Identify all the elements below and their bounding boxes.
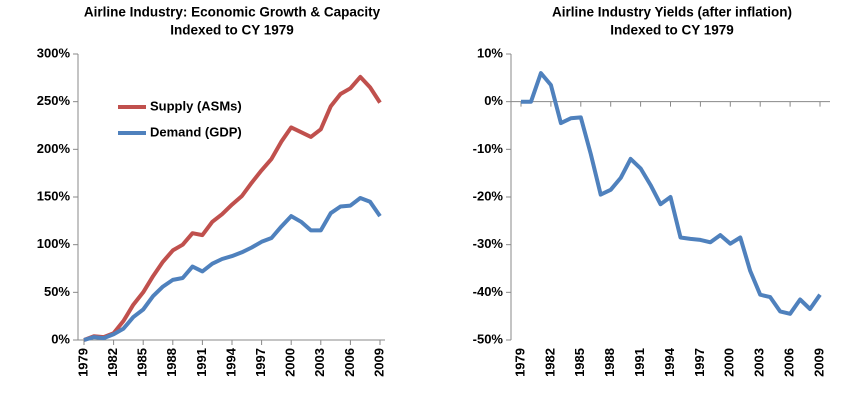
x-tick-label: 1988: [164, 348, 179, 377]
x-tick-label: 1985: [572, 348, 587, 377]
x-tick-label: 2003: [312, 348, 327, 377]
y-tick-label: -50%: [473, 331, 504, 346]
y-tick-label: 200%: [37, 141, 71, 156]
x-tick-label: 1985: [135, 348, 150, 377]
y-tick-label: -10%: [473, 141, 504, 156]
x-tick-label: 2003: [752, 348, 767, 377]
x-tick-label: 2000: [722, 348, 737, 377]
x-tick-label: 1991: [194, 348, 209, 377]
x-tick-label: 1979: [75, 348, 90, 377]
chart-title: Airline Industry: Economic Growth & Capa…: [84, 5, 381, 20]
y-tick-label: 100%: [37, 236, 71, 251]
x-tick-label: 1982: [105, 348, 120, 377]
x-tick-label: 1979: [512, 348, 527, 377]
chart-subtitle: Indexed to CY 1979: [170, 23, 294, 38]
x-tick-label: 1982: [542, 348, 557, 377]
chart-title: Airline Industry Yields (after inflation…: [552, 5, 792, 20]
x-tick-label: 1997: [692, 348, 707, 377]
x-tick-label: 1991: [632, 348, 647, 377]
x-tick-label: 1988: [602, 348, 617, 377]
y-tick-label: -20%: [473, 188, 504, 203]
y-tick-label: 300%: [37, 45, 71, 60]
chart-subtitle: Indexed to CY 1979: [610, 23, 734, 38]
x-tick-label: 2006: [782, 348, 797, 377]
x-tick-label: 1994: [662, 347, 677, 377]
y-tick-label: 150%: [37, 188, 71, 203]
x-tick-label: 1994: [223, 347, 238, 377]
y-tick-label: -40%: [473, 284, 504, 299]
y-tick-label: 0%: [484, 93, 503, 108]
series-line: [83, 74, 382, 342]
series-line: [83, 196, 382, 342]
y-tick-label: 10%: [477, 45, 503, 60]
series-line: [521, 71, 822, 316]
x-tick-label: 1997: [253, 348, 268, 377]
y-tick-label: 0%: [51, 331, 70, 346]
legend-label: Supply (ASMs): [150, 98, 242, 113]
y-tick-label: 250%: [37, 93, 71, 108]
y-tick-label: -30%: [473, 236, 504, 251]
x-tick-label: 2006: [342, 348, 357, 377]
y-tick-label: 50%: [44, 284, 70, 299]
x-tick-label: 2009: [371, 348, 386, 377]
legend-label: Demand (GDP): [150, 124, 242, 139]
x-tick-label: 2000: [283, 348, 298, 377]
x-tick-label: 2009: [811, 348, 826, 377]
